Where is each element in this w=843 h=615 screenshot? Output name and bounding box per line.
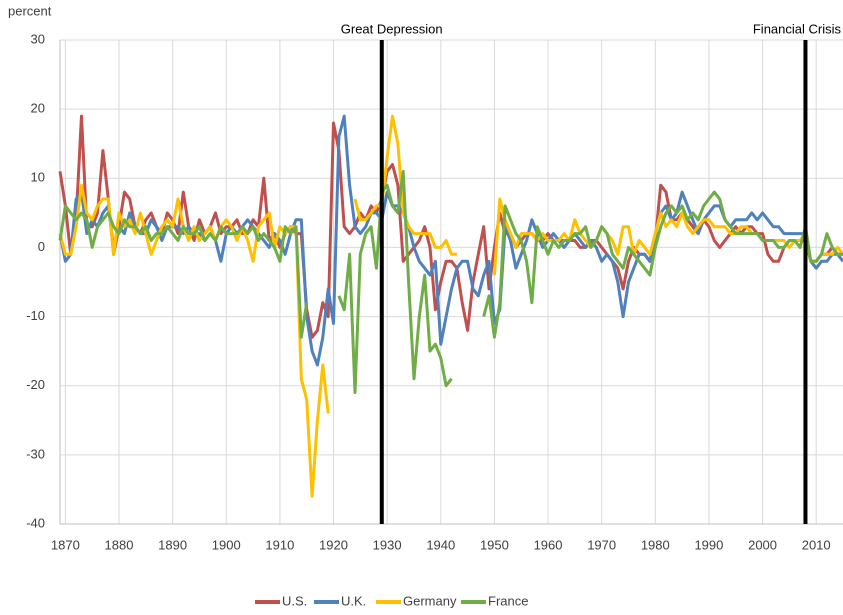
x-tick-label: 1880: [105, 537, 134, 552]
event-label: Great Depression: [341, 21, 443, 36]
x-tick-label: 1870: [51, 537, 80, 552]
y-tick-label: -20: [26, 377, 45, 392]
y-tick-label: 20: [31, 101, 45, 116]
y-tick-label: 10: [31, 170, 45, 185]
x-tick-label: 1930: [373, 537, 402, 552]
event-label: Financial Crisis: [753, 21, 842, 36]
series-line: [58, 169, 843, 395]
x-tick-label: 1980: [641, 537, 670, 552]
x-tick-label: 1900: [212, 537, 241, 552]
x-tick-label: 1970: [587, 537, 616, 552]
series-line: [58, 114, 843, 367]
y-tick-label: -10: [26, 308, 45, 323]
x-tick-label: 1940: [426, 537, 455, 552]
x-tick-label: 2010: [802, 537, 831, 552]
x-tick-label: 1920: [319, 537, 348, 552]
legend-label: France: [488, 593, 528, 608]
x-tick-label: 1910: [265, 537, 294, 552]
y-tick-label: -30: [26, 446, 45, 461]
x-tick-label: 1990: [694, 537, 723, 552]
x-tick-label: 1890: [158, 537, 187, 552]
y-axis-label: percent: [8, 3, 52, 18]
x-tick-label: 1960: [534, 537, 563, 552]
legend-label: U.K.: [341, 593, 366, 608]
legend-label: Germany: [403, 593, 457, 608]
y-tick-label: 30: [31, 31, 45, 46]
legend-label: U.S.: [282, 593, 307, 608]
y-tick-label: 0: [38, 239, 45, 254]
x-tick-label: 1950: [480, 537, 509, 552]
y-tick-label: -40: [26, 515, 45, 530]
series-line: [58, 114, 843, 498]
x-tick-label: 2000: [748, 537, 777, 552]
